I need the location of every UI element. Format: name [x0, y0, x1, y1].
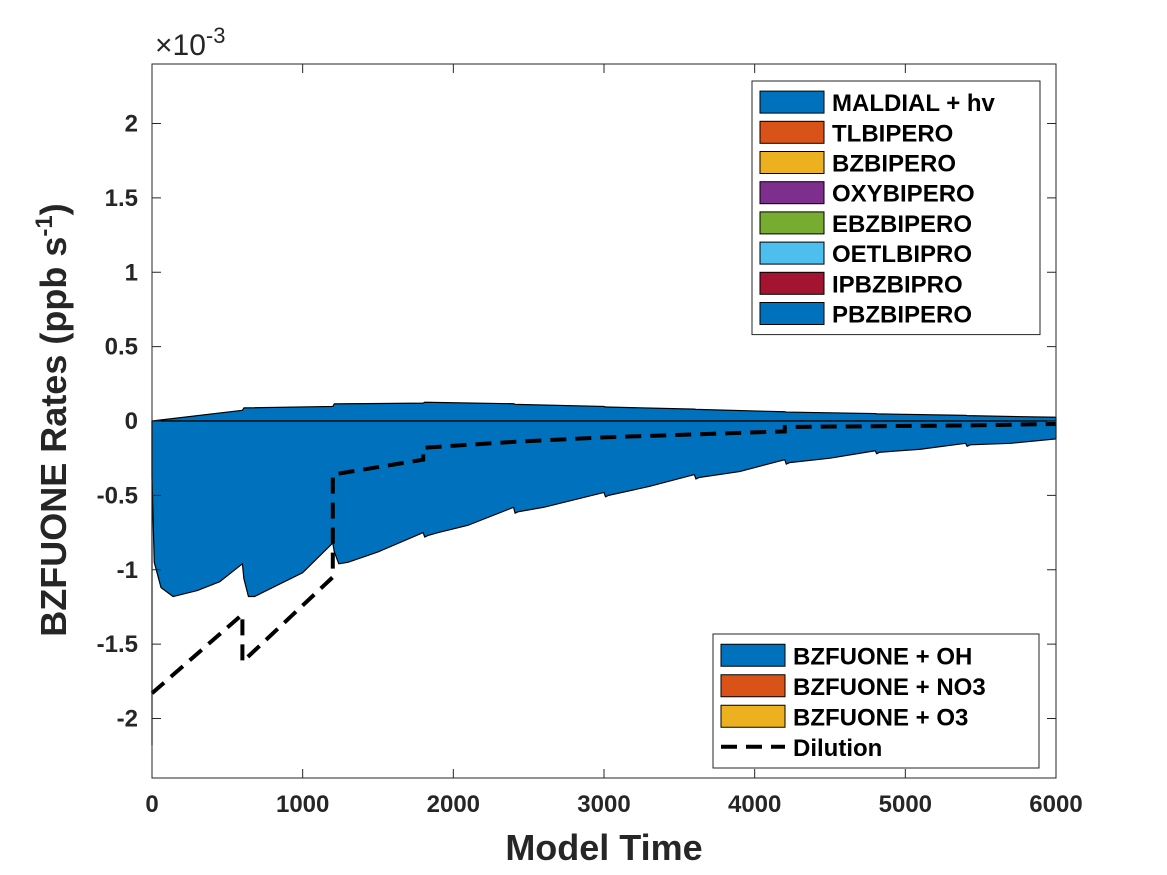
- legend-swatch: [759, 271, 825, 295]
- x-tick-label: 6000: [1029, 791, 1082, 818]
- y-axis-multiplier: ×10-3: [155, 23, 225, 62]
- y-axis-label: BZFUONE Rates (ppb s-1): [31, 203, 74, 636]
- x-tick-label: 3000: [577, 791, 630, 818]
- x-tick-label: 0: [145, 791, 158, 818]
- x-tick-label: 4000: [728, 791, 781, 818]
- legend-swatch: [720, 643, 786, 667]
- legend-label: TLBIPERO: [832, 120, 953, 147]
- y-tick-label: -1.5: [97, 631, 138, 658]
- y-tick-label: 1: [125, 259, 138, 286]
- legend-swatch: [759, 302, 825, 325]
- legend-label: IPBZBIPRO: [832, 271, 963, 298]
- area-maldial-hv: [151, 401, 1057, 422]
- legend-swatch: [720, 674, 786, 698]
- loss-legend: BZFUONE + OH BZFUONE + NO3 BZFUONE + O3 Dil…: [712, 633, 1040, 769]
- y-axis-label-sup: -1: [31, 215, 58, 236]
- area-bzfuone-oh: [151, 420, 1057, 598]
- legend-swatch: [759, 120, 825, 144]
- legend-label: OETLBIPRO: [832, 241, 972, 268]
- legend-label: BZFUONE + OH: [793, 643, 972, 670]
- production-legend: MALDIAL + hv TLBIPERO BZBIPERO OXYBIPERO EBZ…: [751, 80, 1041, 336]
- legend-swatch: [759, 211, 825, 235]
- y-tick-label: 0.5: [105, 334, 138, 361]
- x-axis-label: Model Time: [505, 827, 702, 868]
- x-tick-label: 2000: [427, 791, 480, 818]
- legend-label: BZFUONE + O3: [793, 704, 968, 731]
- x-tick-label: 1000: [276, 791, 329, 818]
- legend-swatch: [759, 151, 825, 174]
- legend-label: BZBIPERO: [832, 151, 956, 178]
- y-tick-label: 0: [125, 408, 138, 435]
- legend-swatch: [759, 90, 825, 114]
- y-multiplier-exponent: -3: [206, 23, 226, 48]
- legend-swatch: [759, 241, 825, 265]
- legend-label: PBZBIPERO: [832, 302, 972, 329]
- line-dilution: [150, 421, 1057, 695]
- y-multiplier-prefix: ×10: [155, 29, 206, 62]
- legend-label: Dilution: [793, 735, 882, 762]
- x-tick-label: 5000: [879, 791, 932, 818]
- y-tick-label: 2: [125, 111, 138, 138]
- y-tick-label: -0.5: [97, 482, 138, 509]
- y-tick-label: -1: [117, 557, 138, 584]
- y-tick-label: 1.5: [105, 185, 138, 212]
- svg-text:×10-3: ×10-3: [155, 23, 225, 62]
- legend-label: BZFUONE + NO3: [793, 674, 986, 701]
- y-tick-label: -2: [117, 706, 138, 733]
- legend-label: EBZBIPERO: [832, 211, 972, 238]
- tick-layer: 0 1000 2000 3000 4000 5000 6000 -2 -1.5 -1 -0.5 0 0.…: [97, 64, 1083, 818]
- legend-swatch: [759, 181, 825, 205]
- legend-label: OXYBIPERO: [832, 181, 975, 208]
- y-axis-label-main: BZFUONE Rates (ppb s: [33, 237, 74, 637]
- y-axis-label-close: ): [33, 203, 74, 215]
- legend-swatch: [720, 704, 786, 728]
- line-layer: [150, 421, 1057, 695]
- legend-label: MALDIAL + hv: [832, 90, 996, 117]
